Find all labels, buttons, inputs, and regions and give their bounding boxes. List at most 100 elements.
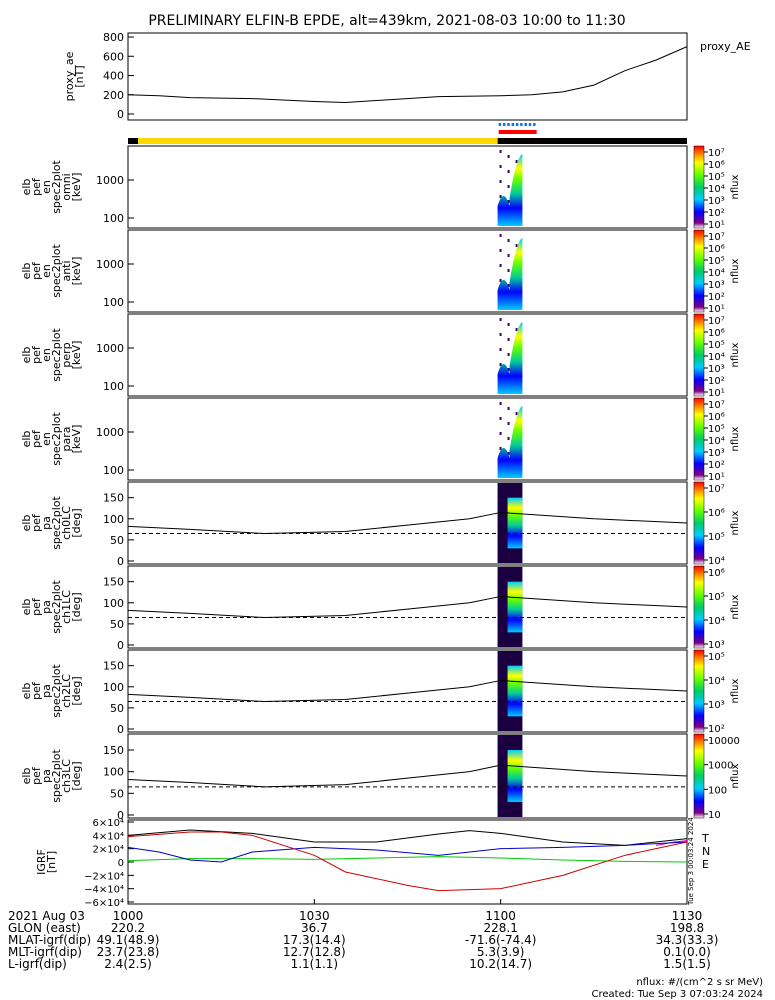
- footer-row-1-value-2: 228.1: [483, 921, 517, 935]
- pa-ch3lc-ylabel-line-3: spec2plot: [50, 749, 63, 803]
- spec-omni-noise-6: [499, 180, 502, 183]
- spec-perp-noise-2: [515, 328, 518, 331]
- footer-row-3-value-1: 12.7(12.8): [283, 945, 346, 959]
- pa-ch2lc-cbar: [693, 649, 705, 733]
- spec-para-ylabel-line-3: spec2plot: [50, 412, 63, 466]
- pa-ch0lc-cbar: [693, 481, 705, 565]
- footer-row-1-value-3: 198.8: [670, 921, 704, 935]
- spec-perp-cbar-ticklabel-6: 10¹: [708, 388, 725, 399]
- pa-ch0lc-cbar-ticklabel-1: 10⁶: [708, 508, 725, 519]
- spec-omni-noise-4: [507, 170, 510, 173]
- science-zone-blue-5: [520, 123, 523, 126]
- footer-row-2-value-3: 34.3(33.3): [656, 933, 719, 947]
- spec-anti-ylabel-line-1: pef: [30, 261, 43, 280]
- pa-ch2lc-ylabel-line-0: elb: [20, 683, 33, 700]
- igrf-legend-N: N: [702, 845, 710, 858]
- spec-omni-cbar-ticklabel-2: 10⁵: [708, 172, 725, 183]
- footer-row-3-value-3: 0.1(0.0): [663, 945, 711, 959]
- spec-para-noise-7: [507, 437, 510, 440]
- footer-ephemeris: 2021 Aug 03 1000 1030 1100 1130 GLON (east) 22…: [8, 899, 718, 971]
- footer-row-1-label: GLON (east): [8, 921, 81, 935]
- spec-para-cbar-ticklabel-2: 10⁵: [708, 424, 725, 435]
- spec-perp-flux-region: [497, 322, 523, 394]
- spec-perp-noise-1: [507, 323, 510, 326]
- spec-omni-ylabel-line-0: elb: [20, 179, 33, 196]
- pa-ch2lc-ylabel-line-4: ch2LC: [60, 674, 73, 708]
- footer-row-2-label: MLAT-igrf(dip): [8, 933, 91, 947]
- science-zone-blue-1: [502, 123, 506, 126]
- igrf-yticklabel-6: −6×10⁴: [84, 898, 124, 909]
- pa-ch2lc-cbar-ticklabel-2: 10³: [708, 700, 725, 711]
- pa-ch2lc-yticklabel-0: 150: [103, 660, 124, 673]
- pa-ch3lc-ylabel-line-2: pa: [40, 769, 53, 783]
- proxy-ae-frame: [127, 32, 688, 121]
- pa-ch1lc-ylabel-line-1: pef: [30, 597, 43, 616]
- footer-row-3-value-0: 23.7(23.8): [97, 945, 160, 959]
- panel-igrf: IGRF[nT] 6×10⁴ 4×10⁴ 2×10⁴ 0 −2×10⁴ −4×10⁴ −6×1…: [35, 818, 710, 909]
- igrf-yticklabel-0: 6×10⁴: [93, 818, 124, 829]
- igrf-ylabel-line-0: IGRF: [35, 849, 48, 875]
- spec-omni-cbar-ticklabel-0: 10⁷: [708, 148, 725, 159]
- spec-anti-noise-6: [499, 264, 502, 267]
- pa-ch0lc-ylabel-line-2: pa: [40, 516, 53, 530]
- science-zone-blue-4: [515, 123, 519, 126]
- science-zone-red: [498, 130, 537, 134]
- spec-anti-cbar-ticklabel-4: 10³: [708, 280, 725, 291]
- spec-anti-noise-9: [499, 279, 502, 282]
- pa-ch3lc-cbar-ticklabel-1: 1000: [708, 761, 733, 772]
- spec-anti-cbar-ticklabel-5: 10²: [708, 292, 725, 303]
- pa-ch0lc-cbar-ticklabel-3: 10⁴: [708, 556, 725, 567]
- spec-perp-noise-9: [499, 363, 502, 366]
- pa-ch2lc-cbar-ticklabel-1: 10⁴: [708, 676, 725, 687]
- pa-ch3lc-cbar-label: nflux: [730, 763, 741, 788]
- spec-perp-noise-7: [507, 353, 510, 356]
- spec-para-ylabel-line-0: elb: [20, 431, 33, 448]
- pa-ch0lc-ylabel-line-5: [deg]: [70, 508, 83, 537]
- spec-omni-cbar-ticklabel-1: 10⁶: [708, 160, 725, 171]
- spec-anti-noise-7: [507, 269, 510, 272]
- orbit-bar-yellow: [128, 138, 498, 144]
- spec-perp-cbar-ticklabel-3: 10⁴: [708, 352, 725, 363]
- pa-ch1lc-losscone-line: [127, 595, 688, 619]
- spec-perp-yticklabel-0: 1000: [96, 342, 124, 355]
- pa-ch3lc-flux-region: [507, 750, 523, 802]
- proxy-ae-yticklabel-1: 600: [103, 50, 124, 63]
- spec-para-cbar-ticklabel-5: 10²: [708, 460, 725, 471]
- spec-para-ylabel-line-4: para: [60, 427, 73, 452]
- proxy-ae-legend: proxy_AE: [700, 40, 751, 53]
- spec-perp-cbar: [693, 313, 705, 397]
- pa-ch0lc-yticklabel-2: 50: [110, 534, 124, 547]
- spec-para-noise-10: [507, 452, 510, 455]
- pa-ch2lc-yticklabel-2: 50: [110, 702, 124, 715]
- spec-perp-cbar-label: nflux: [730, 342, 741, 367]
- spec-anti-ylabel-line-2: en: [40, 264, 53, 278]
- figure-title: PRELIMINARY ELFIN-B EPDE, alt=439km, 202…: [148, 13, 625, 29]
- science-zone-blue-7: [528, 123, 532, 126]
- spec-para-noise-3: [499, 417, 502, 420]
- spec-para-ylabel-line-2: en: [40, 432, 53, 446]
- pa-ch3lc-ylabel-line-5: [deg]: [70, 761, 83, 790]
- igrf-yticklabel-1: 4×10⁴: [93, 831, 124, 842]
- footer-row-0-value-0: 1000: [113, 909, 144, 923]
- footer-row-0-value-3: 1130: [672, 909, 703, 923]
- pa-ch3lc-ylabel-line-0: elb: [20, 768, 33, 785]
- igrf-yticklabel-3: 0: [118, 858, 124, 869]
- spec-para-noise-0: [499, 402, 502, 405]
- spec-omni-flux-region: [497, 154, 523, 226]
- spec-para-noise-4: [507, 422, 510, 425]
- spec-para-noise-2: [515, 412, 518, 415]
- spec-anti-cbar-label: nflux: [730, 258, 741, 283]
- proxy-ae-ylabel-line-1: [nT]: [73, 65, 86, 87]
- nflux-units: nflux: #/(cm^2 s sr MeV): [636, 977, 763, 988]
- spec-omni-noise-2: [515, 160, 518, 163]
- footer-row-0-label: 2021 Aug 03: [8, 909, 85, 923]
- pa-ch2lc-ylabel-line-3: spec2plot: [50, 664, 63, 718]
- spec-para-cbar: [693, 397, 705, 481]
- spec-omni-ylabel-line-4: omni: [60, 173, 73, 200]
- spec-anti-cbar-ticklabel-6: 10¹: [708, 304, 725, 315]
- spec-anti-ylabel-line-4: anti: [60, 260, 73, 281]
- science-zone-blue-2: [507, 123, 510, 126]
- pa-ch1lc-frame: [127, 565, 688, 649]
